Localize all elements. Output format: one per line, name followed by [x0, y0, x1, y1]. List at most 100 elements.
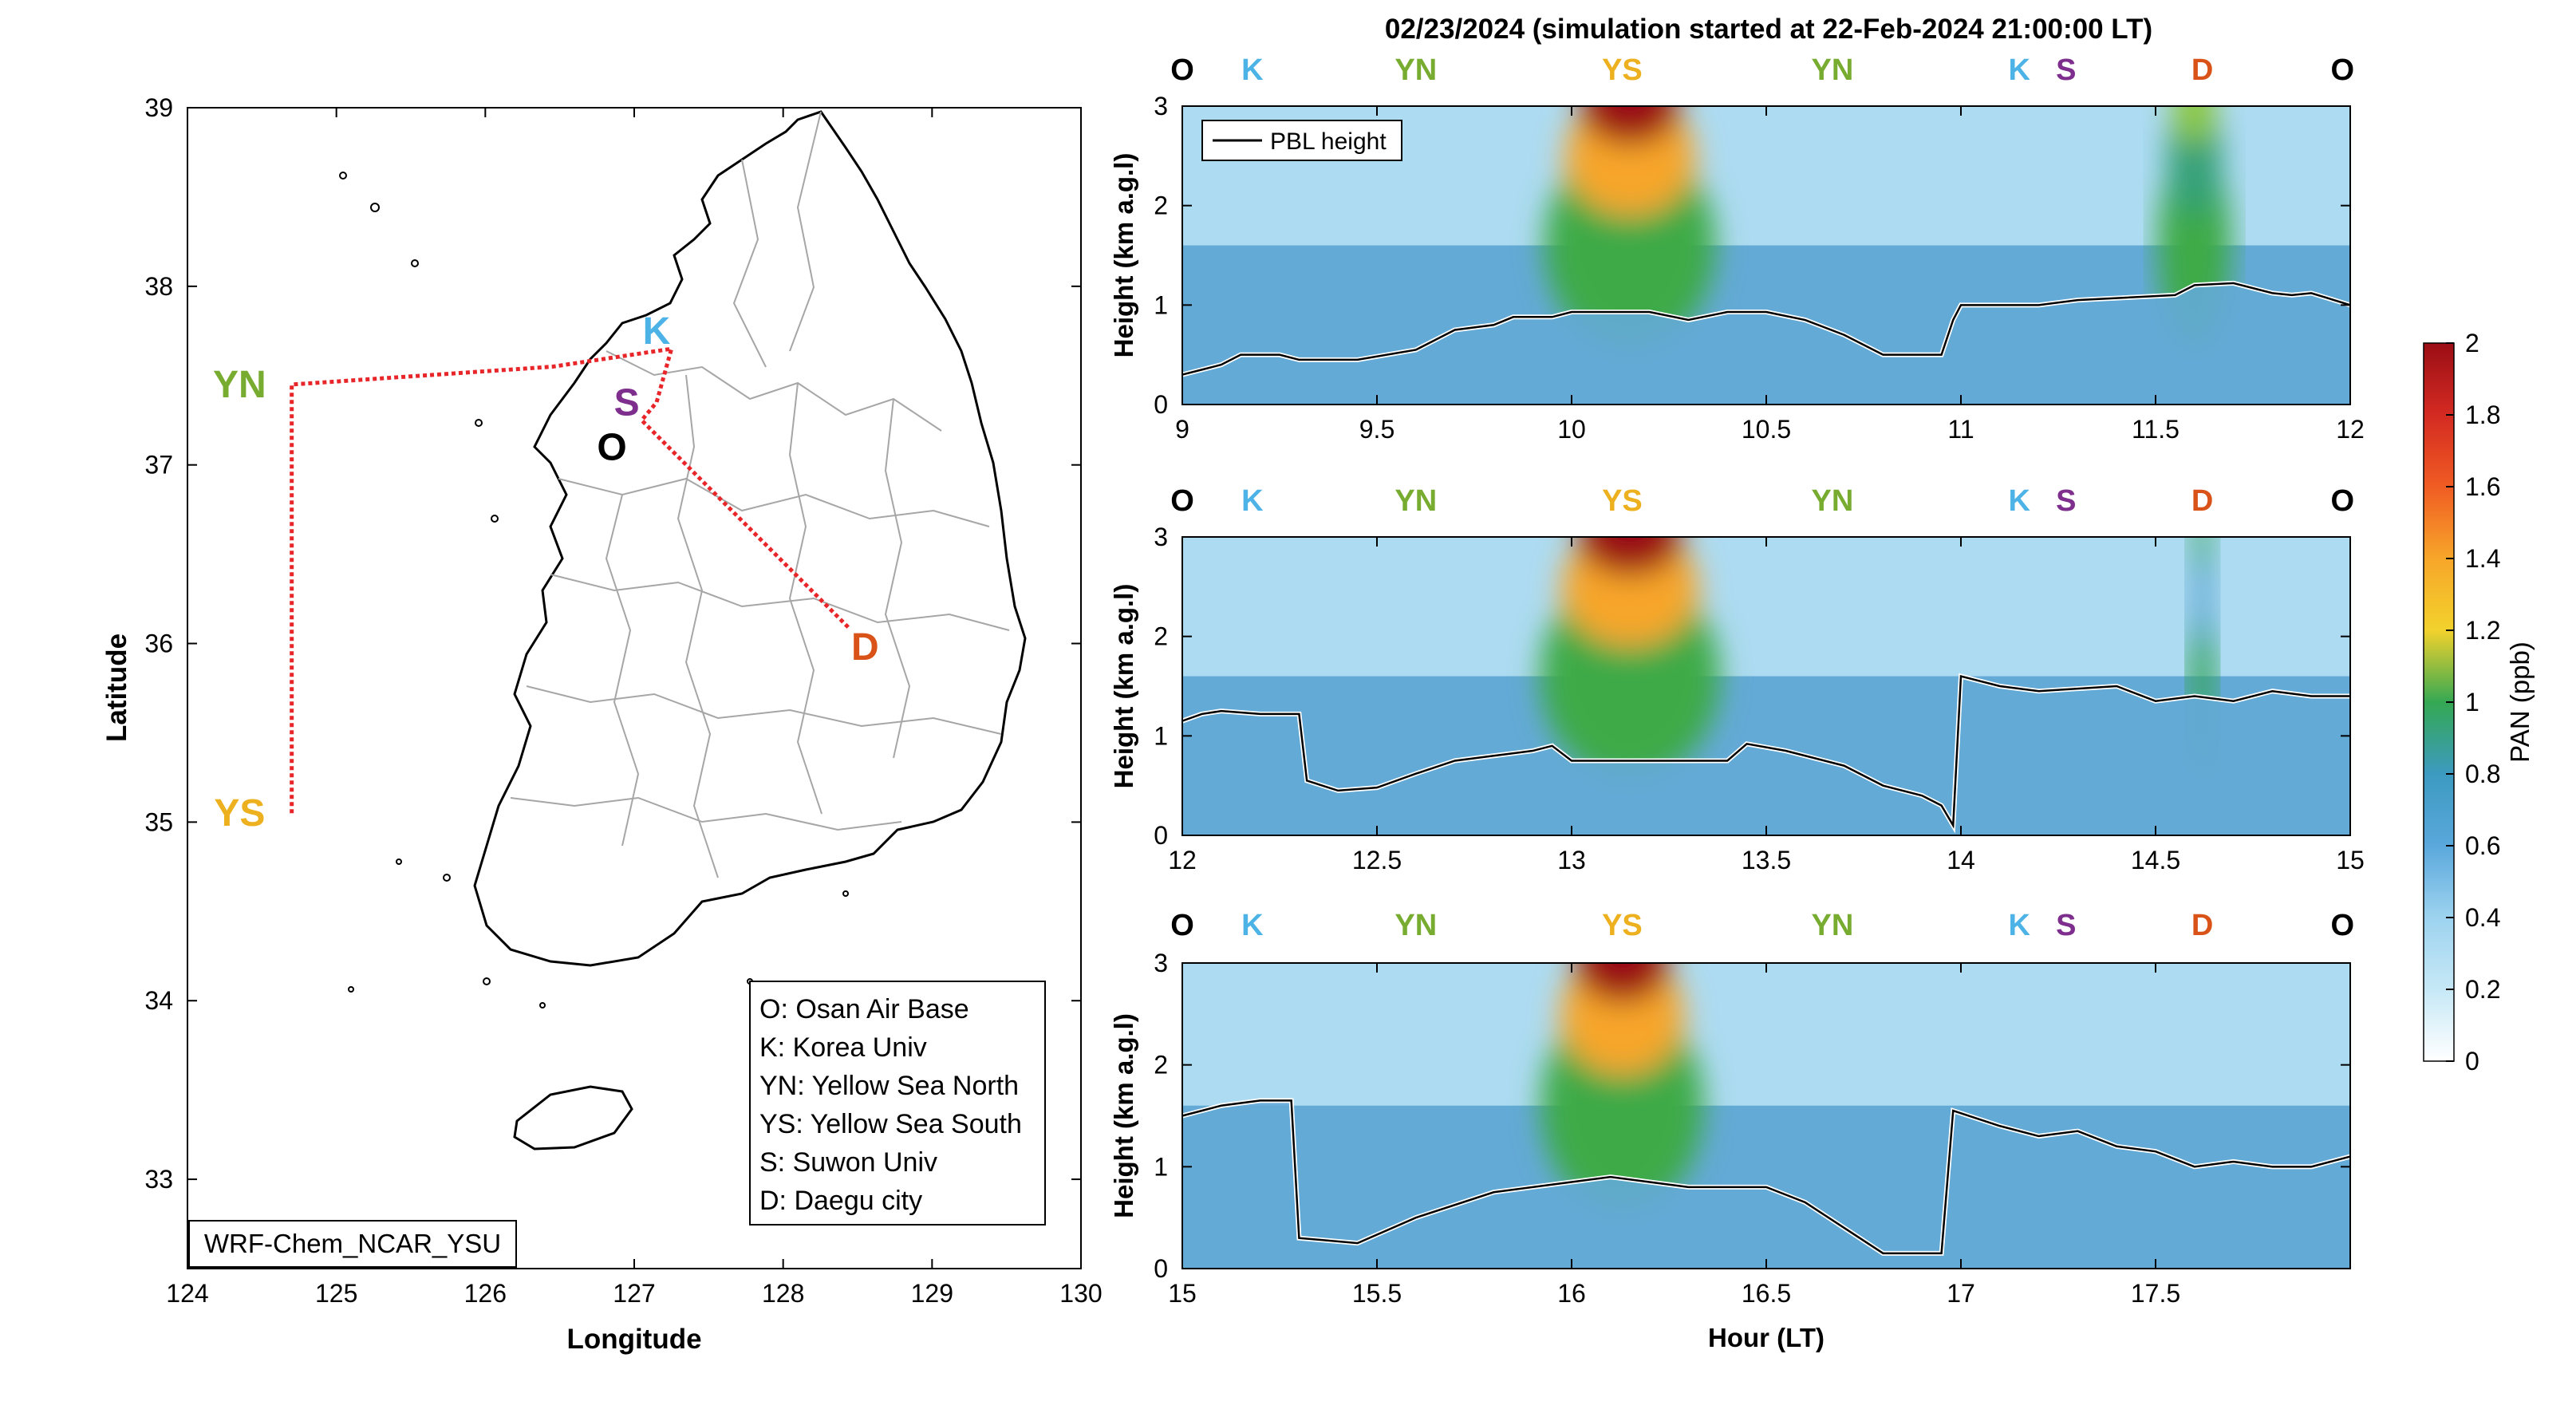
- panel-xtick-label: 13: [1557, 846, 1586, 874]
- panel-site-label: YN: [1395, 53, 1437, 87]
- pan-field-upper: [1182, 963, 2350, 1106]
- panel-site-label: O: [2330, 53, 2354, 87]
- colorbar-label: PAN (ppb): [2505, 641, 2535, 763]
- pan-mixed-layer: [1182, 282, 2350, 405]
- map-xtick-label: 124: [166, 1279, 208, 1308]
- site-legend-entry: K: Korea Univ: [759, 1032, 927, 1063]
- colorbar-tick-label: 0.4: [2465, 903, 2500, 932]
- site-legend-entry: O: Osan Air Base: [759, 994, 969, 1024]
- panel-xtick-label: 14: [1947, 846, 1975, 874]
- map-xtick-label: 129: [911, 1279, 953, 1308]
- colorbar-tick-label: 1.4: [2465, 544, 2500, 573]
- panel-site-label: YN: [1812, 53, 1854, 87]
- panel-ylabel: Height (km a.g.l): [1109, 584, 1138, 789]
- panel-site-label: S: [2056, 53, 2076, 87]
- panel-xtick-label: 17: [1947, 1279, 1975, 1308]
- site-legend-entry: YN: Yellow Sea North: [759, 1071, 1019, 1101]
- panel-xtick-label: 15: [1168, 1279, 1197, 1308]
- map-ytick-label: 39: [144, 93, 173, 122]
- bottom-xlabel: Hour (LT): [1708, 1323, 1825, 1352]
- panel-ytick-label: 3: [1154, 523, 1168, 551]
- colorbar-tick-label: 0.6: [2465, 831, 2500, 860]
- colorbar-tick-label: 1.8: [2465, 401, 2500, 429]
- pbl-height-line: [1181, 1099, 2351, 1255]
- panel-site-label: YN: [1395, 484, 1437, 518]
- panel-site-label: O: [1170, 53, 1194, 87]
- colorbar-tick-label: 2: [2465, 329, 2479, 357]
- colorbar-tick-label: 0.8: [2465, 760, 2500, 788]
- map-ytick-label: 34: [144, 986, 173, 1015]
- pbl-legend-label: PBL height: [1270, 128, 1387, 155]
- panel-site-label: YN: [1812, 484, 1854, 518]
- panel-xtick-label: 17.5: [2131, 1279, 2180, 1308]
- panel-site-label: K: [1241, 909, 1264, 942]
- map-site-k: K: [643, 310, 671, 353]
- pbl-height-line: [1181, 674, 2350, 829]
- panel-site-label: K: [2008, 53, 2030, 87]
- panel-site-label: YN: [1395, 909, 1437, 942]
- panel-xtick-label: 16.5: [1742, 1279, 1791, 1308]
- site-legend: O: Osan Air Base K: Korea Univ YN: Yellow …: [759, 994, 1022, 1216]
- pan-field: [1182, 106, 2350, 405]
- colorbar-tick-label: 1.6: [2465, 472, 2500, 501]
- pan-field-upper: [1182, 537, 2350, 677]
- map-xtick-label: 126: [464, 1279, 507, 1308]
- colorbar-tick-label: 0.2: [2465, 975, 2500, 1004]
- panel-site-label: YN: [1812, 909, 1854, 942]
- panel-xtick-label: 11.5: [2132, 415, 2180, 444]
- pan-plume: [1540, 963, 1704, 1213]
- pan-field: [1182, 963, 2350, 1269]
- map-site-o: O: [597, 426, 626, 468]
- colorbar-tick-label: 1.2: [2465, 616, 2500, 645]
- curtain-panel-3: 15 15.5 16 16.5 17 17.5 0 1 2 3 Height (km a.g.l) O…: [1109, 909, 2354, 1308]
- pbl-height-line: [1181, 282, 2351, 376]
- panel-ytick-label: 2: [1154, 191, 1168, 220]
- panel-xtick-label: 12.5: [1352, 846, 1402, 874]
- panel-xtick-label: 10.5: [1742, 415, 1791, 444]
- panel-xtick-label: 15.5: [1352, 1279, 1402, 1308]
- panel-ytick-label: 0: [1154, 821, 1168, 850]
- map-ylabel: Latitude: [101, 633, 132, 742]
- panel-xtick-label: 11: [1947, 415, 1974, 444]
- korea-coastline: [473, 110, 1027, 967]
- panel-site-label: D: [2191, 909, 2213, 942]
- figure-title: 02/23/2024 (simulation started at 22-Feb…: [1385, 14, 2152, 45]
- panel-xtick-label: 14.5: [2131, 846, 2180, 874]
- model-label: WRF-Chem_NCAR_YSU: [204, 1229, 501, 1258]
- panel-site-label: YS: [1602, 484, 1643, 518]
- map-xtick-label: 128: [762, 1279, 804, 1308]
- panel-xtick-label: 12: [2336, 415, 2365, 444]
- pan-plume: [1544, 106, 1716, 350]
- map-xlabel: Longitude: [566, 1324, 701, 1355]
- map-site-yn: YN: [213, 364, 266, 406]
- colorbar-tick-label: 1: [2465, 688, 2479, 716]
- panel-site-label: O: [2330, 909, 2354, 942]
- map-site-labels: O KS YN YS D: [213, 310, 879, 835]
- panel-ytick-label: 0: [1154, 1254, 1168, 1283]
- map-site-d: D: [851, 626, 879, 669]
- colorbar-ticks: 0 0.2 0.4 0.6 0.8 1 1.2 1.4 1.6 1.8 2: [2446, 329, 2500, 1076]
- panel-site-label: K: [2008, 484, 2030, 518]
- panel-xtick-label: 9.5: [1359, 415, 1395, 444]
- islands: [339, 172, 849, 1008]
- site-legend-entry: D: Daegu city: [759, 1186, 922, 1216]
- panel-site-label: YS: [1602, 909, 1643, 942]
- panel-site-label: K: [1241, 484, 1264, 518]
- site-legend-box: [749, 981, 1046, 1226]
- panel-xtick-label: 12: [1168, 846, 1197, 874]
- panel-site-label: D: [2191, 53, 2213, 87]
- panel-ytick-label: 0: [1154, 390, 1168, 419]
- admin-boundaries: [510, 111, 1010, 878]
- panel-xtick-label: 13.5: [1742, 846, 1791, 874]
- panel-ytick-label: 2: [1154, 1051, 1168, 1079]
- panel-ytick-label: 3: [1154, 92, 1168, 120]
- jeju-island: [513, 1085, 633, 1151]
- pan-mixed-layer: [1182, 1100, 2350, 1269]
- panel-ytick-label: 1: [1154, 1152, 1168, 1181]
- pan-field: [1182, 537, 2350, 835]
- panel-xtick-label: 9: [1175, 415, 1189, 444]
- panel-xtick-label: 15: [2336, 846, 2365, 874]
